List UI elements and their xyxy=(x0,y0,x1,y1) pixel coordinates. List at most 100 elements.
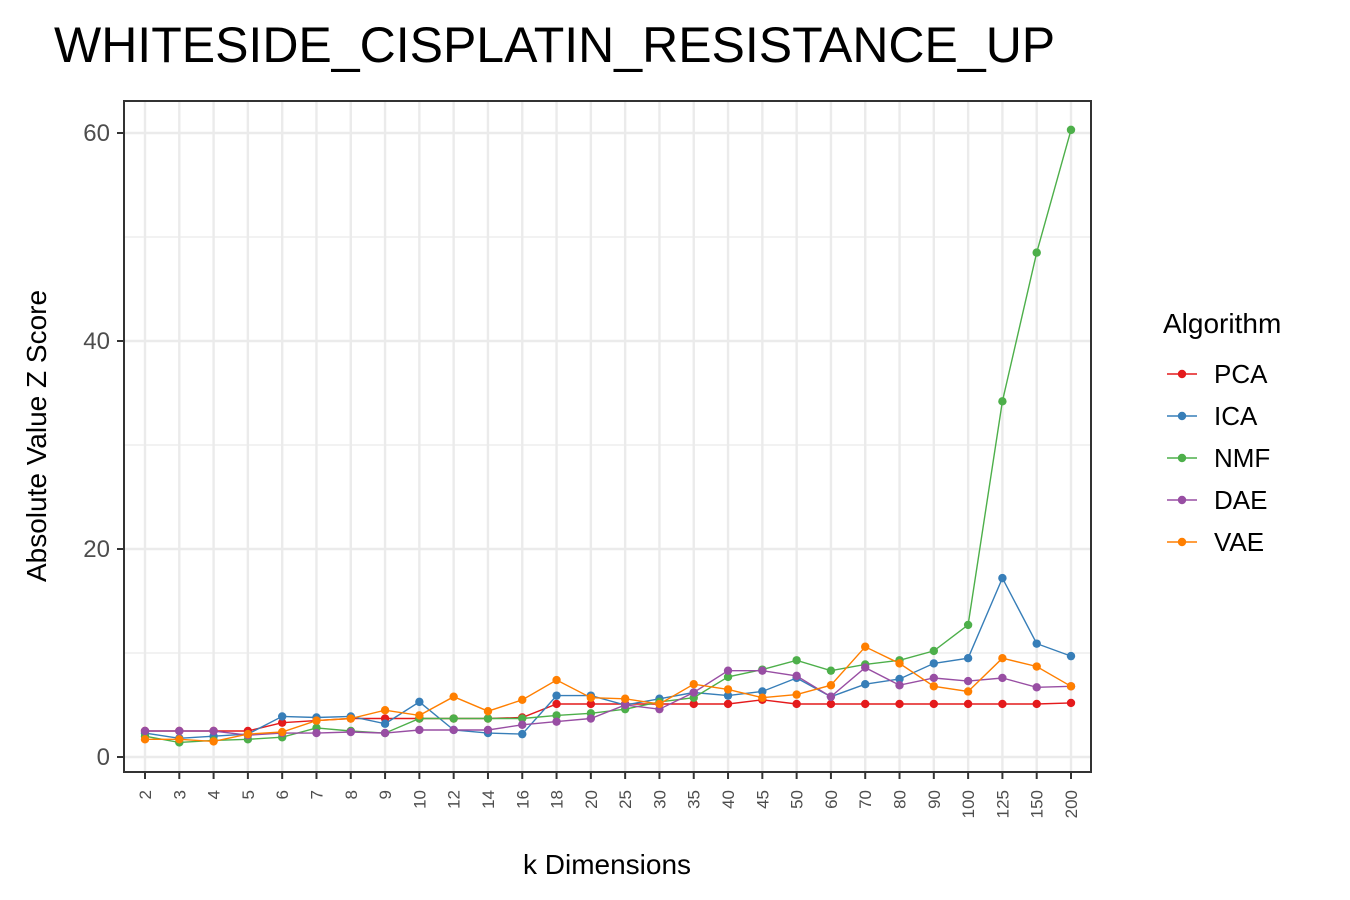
y-axis: 0 20 40 60 xyxy=(83,120,124,771)
x-tick-label: 40 xyxy=(719,790,738,809)
data-point-vae xyxy=(826,681,836,690)
data-point-ica xyxy=(277,712,287,721)
data-point-dae xyxy=(689,688,698,697)
data-point-dae xyxy=(415,725,424,735)
data-point-dae xyxy=(552,717,561,726)
legend-item-vae: VAE xyxy=(1167,527,1264,557)
data-point-vae xyxy=(175,735,184,744)
data-point-dae xyxy=(312,728,321,738)
x-tick-label: 6 xyxy=(273,790,292,799)
series-line-vae xyxy=(145,645,1072,743)
series-line-pca xyxy=(145,699,1072,732)
x-tick-label: 125 xyxy=(993,790,1012,818)
data-point-dae xyxy=(929,673,939,683)
data-point-ica xyxy=(518,729,527,739)
series-line-ica xyxy=(144,576,1072,740)
data-point-dae xyxy=(826,692,836,701)
data-point-nmf xyxy=(1032,248,1041,257)
series-ica xyxy=(140,573,1076,743)
data-point-pca xyxy=(792,699,801,709)
data-point-pca xyxy=(277,718,287,727)
data-point-dae xyxy=(1032,683,1041,692)
data-point-vae xyxy=(689,680,698,689)
data-point-pca xyxy=(861,699,870,709)
x-axis: 2 3 4 5 6 7 8 9 10 12 14 16 18 20 25 30 35 40 45 50 60 70 80 90… xyxy=(136,772,1081,818)
data-point-ica xyxy=(998,573,1007,583)
x-tick-label: 50 xyxy=(788,790,807,809)
x-tick-label: 16 xyxy=(513,790,532,809)
x-tick-label: 45 xyxy=(753,790,772,809)
y-tick-label: 20 xyxy=(83,536,110,563)
data-point-pca xyxy=(998,699,1007,709)
x-tick-label: 8 xyxy=(342,790,361,799)
legend-key-point xyxy=(1177,537,1187,547)
y-tick-label: 60 xyxy=(83,120,110,147)
data-point-pca xyxy=(1066,698,1076,708)
data-point-vae xyxy=(655,699,664,709)
data-point-pca xyxy=(963,699,973,709)
x-tick-label: 10 xyxy=(410,790,429,809)
data-point-dae xyxy=(758,666,767,675)
x-tick-label: 70 xyxy=(856,790,875,809)
x-tick-label: 7 xyxy=(308,790,327,799)
data-point-vae xyxy=(552,675,561,685)
series-vae xyxy=(140,642,1076,746)
x-tick-label: 80 xyxy=(891,790,910,809)
data-point-vae xyxy=(140,735,150,744)
data-point-dae xyxy=(792,671,801,681)
x-tick-label: 4 xyxy=(205,790,224,799)
data-point-ica xyxy=(1066,651,1076,661)
data-point-vae xyxy=(1032,662,1041,671)
data-point-nmf xyxy=(483,714,493,723)
data-point-dae xyxy=(140,726,150,736)
chart-title: WHITESIDE_CISPLATIN_RESISTANCE_UP xyxy=(54,17,1055,73)
data-point-ica xyxy=(380,719,390,728)
data-point-nmf xyxy=(449,714,458,723)
data-point-ica xyxy=(861,680,870,689)
data-point-nmf xyxy=(826,666,836,675)
legend-label: VAE xyxy=(1214,527,1264,557)
data-point-ica xyxy=(723,691,733,700)
legend-item-dae: DAE xyxy=(1167,485,1267,515)
legend-title: Algorithm xyxy=(1163,308,1281,339)
legend-label: DAE xyxy=(1214,485,1267,515)
data-point-vae xyxy=(415,711,424,720)
data-point-ica xyxy=(415,697,424,707)
legend-key-point xyxy=(1177,495,1187,505)
series-line-dae xyxy=(145,666,1072,736)
y-tick-label: 0 xyxy=(97,744,110,771)
y-tick-label: 40 xyxy=(83,328,110,355)
data-point-ica xyxy=(552,691,561,700)
x-tick-label: 200 xyxy=(1062,790,1081,818)
data-point-dae xyxy=(998,673,1007,683)
x-tick-label: 14 xyxy=(479,790,498,809)
y-axis-title: Absolute Value Z Score xyxy=(21,290,52,582)
grid xyxy=(124,101,1091,772)
series-layer xyxy=(140,125,1076,747)
data-point-vae xyxy=(483,707,493,716)
data-point-dae xyxy=(586,714,596,723)
data-point-dae xyxy=(346,727,355,737)
data-point-dae xyxy=(963,676,973,686)
data-point-nmf xyxy=(518,714,527,723)
data-point-pca xyxy=(826,699,836,709)
data-point-nmf xyxy=(1066,125,1076,135)
legend-item-pca: PCA xyxy=(1167,359,1268,389)
data-point-pca xyxy=(895,699,904,709)
data-point-vae xyxy=(861,642,870,651)
data-point-nmf xyxy=(963,620,973,630)
x-tick-label: 35 xyxy=(685,790,704,809)
data-point-vae xyxy=(620,694,630,703)
data-point-pca xyxy=(586,699,596,709)
x-tick-label: 5 xyxy=(239,790,258,799)
x-tick-label: 12 xyxy=(445,790,464,809)
data-point-pca xyxy=(552,699,561,709)
data-point-dae xyxy=(723,666,733,675)
data-point-vae xyxy=(277,727,287,737)
data-point-ica xyxy=(929,659,939,668)
data-point-vae xyxy=(1066,682,1076,691)
x-tick-label: 2 xyxy=(136,790,155,799)
data-point-nmf xyxy=(723,672,733,682)
legend-label: PCA xyxy=(1214,359,1268,389)
